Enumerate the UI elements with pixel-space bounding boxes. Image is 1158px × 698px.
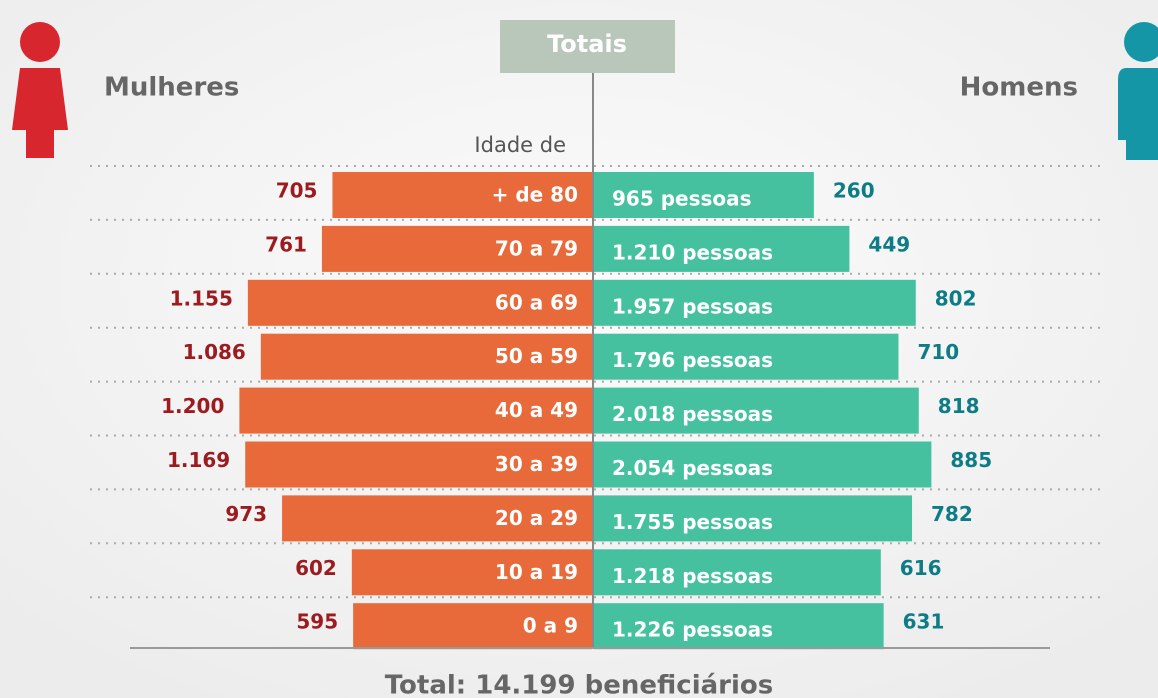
women-value: 1.200	[161, 394, 224, 418]
axis-label: Idade de	[474, 133, 566, 157]
bar-women	[245, 441, 592, 488]
bar-men	[594, 549, 881, 596]
category-label: + de 80	[492, 183, 578, 207]
category-label: 20 a 29	[495, 506, 578, 530]
total-label: 1.796 pessoas	[612, 348, 773, 372]
men-value: 710	[917, 340, 959, 364]
category-label: 10 a 19	[495, 560, 578, 584]
men-value: 802	[935, 286, 977, 310]
category-label: 60 a 69	[495, 290, 578, 314]
total-label: 965 pessoas	[612, 187, 752, 211]
category-label: 50 a 59	[495, 344, 578, 368]
bar-women	[260, 333, 592, 380]
total-label: 1.957 pessoas	[612, 294, 773, 318]
women-value: 973	[225, 502, 267, 526]
bar-women	[332, 172, 592, 218]
total-label: 1.218 pessoas	[612, 564, 773, 588]
chart-title: Totais	[547, 30, 627, 58]
bar-men	[594, 603, 884, 650]
men-value: 782	[931, 502, 973, 526]
women-value: 1.086	[183, 340, 246, 364]
men-value: 260	[833, 179, 875, 203]
bar-men	[594, 279, 916, 326]
bar-men	[594, 441, 932, 488]
woman-icon	[12, 22, 68, 158]
men-value: 818	[938, 394, 980, 418]
bar-women	[282, 495, 592, 542]
men-value: 631	[903, 610, 945, 634]
total-label: 2.054 pessoas	[612, 456, 773, 480]
total-label: 2.018 pessoas	[612, 402, 773, 426]
women-value: 1.169	[167, 448, 230, 472]
bar-men	[594, 495, 913, 542]
total-label: 1.210 pessoas	[612, 240, 773, 264]
women-value: 602	[295, 556, 337, 580]
legend-men: Homens	[960, 73, 1078, 103]
bar-women	[351, 549, 592, 596]
bar-women	[321, 225, 592, 272]
category-label: 70 a 79	[495, 236, 578, 260]
men-value: 616	[900, 556, 942, 580]
footer: Total: 14.199 beneficiários	[385, 671, 773, 698]
legend-women: Mulheres	[104, 73, 239, 103]
title-box	[500, 20, 675, 73]
women-value: 1.155	[170, 286, 233, 310]
bar-men	[594, 172, 814, 218]
bar-women	[239, 387, 592, 434]
category-label: 30 a 39	[495, 452, 578, 476]
men-value: 449	[868, 232, 910, 256]
category-label: 40 a 49	[495, 398, 578, 422]
men-value: 885	[950, 448, 992, 472]
women-value: 705	[276, 179, 318, 203]
women-value: 761	[265, 232, 307, 256]
man-icon	[1118, 22, 1158, 160]
total-label: 1.226 pessoas	[612, 618, 773, 642]
bar-women	[353, 603, 592, 650]
bar-men	[594, 225, 850, 272]
bar-men	[594, 333, 899, 380]
total-label: 1.755 pessoas	[612, 510, 773, 534]
women-value: 595	[296, 610, 338, 634]
bar-women	[247, 279, 593, 326]
category-label: 0 a 9	[523, 614, 578, 638]
bar-men	[594, 387, 919, 434]
